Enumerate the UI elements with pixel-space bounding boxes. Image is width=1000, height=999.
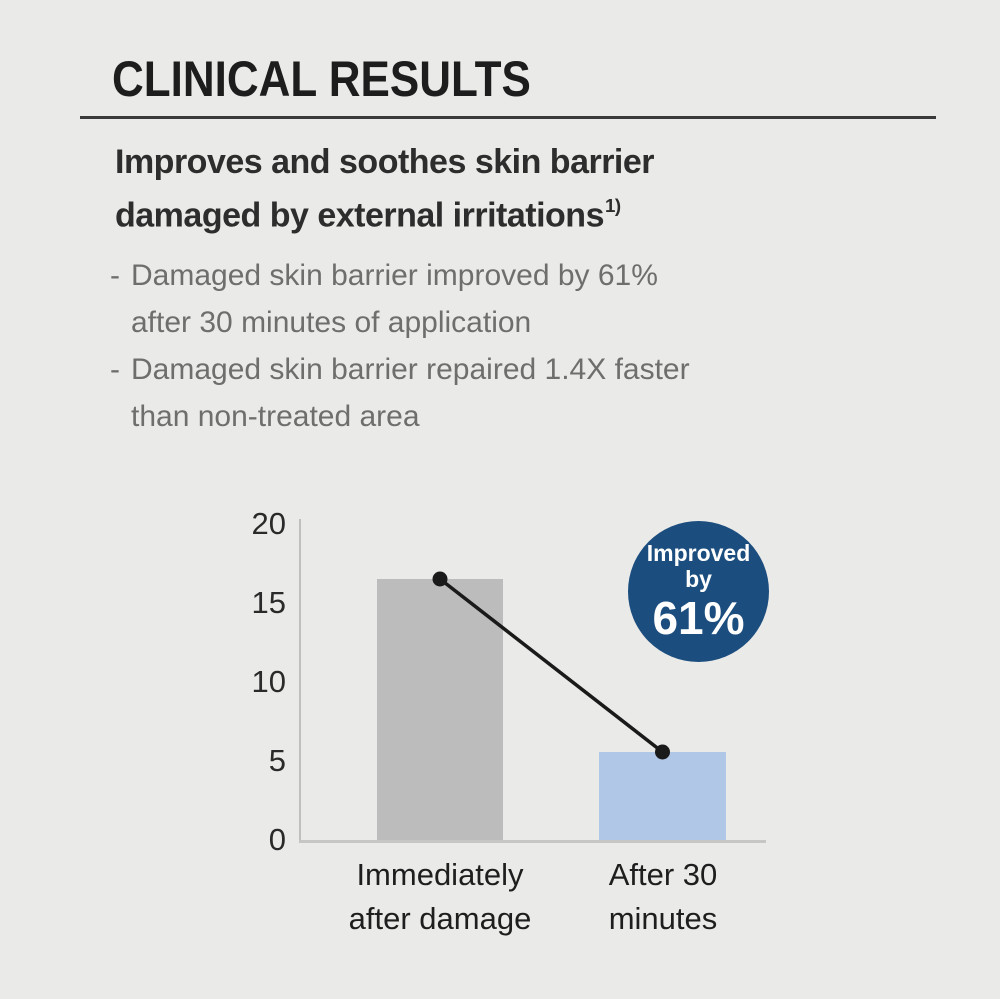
x-label-line1: After 30 [608,857,718,892]
list-item: - Damaged skin barrier improved by 61% [110,252,690,299]
bullet-dash: - [110,259,120,292]
x-axis-label: After 30 minutes [533,853,793,941]
y-tick-label: 5 [268,743,286,778]
bar [377,579,503,840]
bar [599,751,726,840]
x-label-line2: after damage [348,901,532,936]
badge-text-line1: Improved [646,540,751,566]
y-tick-label: 0 [268,822,286,857]
y-axis-tick-labels: 20 15 10 5 0 [228,507,286,857]
title-underline [80,116,936,119]
x-axis-line [299,840,766,843]
bullet-text-line1: Damaged skin barrier repaired 1.4X faste… [131,353,690,386]
page-title: CLINICAL RESULTS [112,51,531,107]
bullet-text-line1: Damaged skin barrier improved by 61% [131,259,658,292]
y-tick-label: 10 [251,664,286,699]
x-label-line2: minutes [608,901,718,936]
badge-text-line2: by [685,566,712,592]
x-label-line1: Immediately [356,857,524,892]
badge-value: 61% [652,592,745,644]
subtitle: Improves and soothes skin barrier damage… [115,139,655,238]
list-item: - Damaged skin barrier repaired 1.4X fas… [110,346,690,393]
y-tick-label: 15 [251,585,286,620]
bullet-text-line2: than non-treated area [131,400,420,433]
plot-area [300,524,765,840]
y-tick-label: 20 [251,506,286,541]
bullet-dash: - [110,353,120,386]
subtitle-line2: damaged by external irritations [115,196,605,235]
y-axis-line [299,519,301,841]
footnote-marker: 1) [605,195,621,216]
subtitle-line1: Improves and soothes skin barrier [115,143,655,181]
x-axis-label: Immediately after damage [310,853,570,941]
bullet-text-line2: after 30 minutes of application [131,306,532,339]
bullet-list: - Damaged skin barrier improved by 61% a… [110,252,690,440]
improvement-badge: Improved by 61% [628,521,769,662]
